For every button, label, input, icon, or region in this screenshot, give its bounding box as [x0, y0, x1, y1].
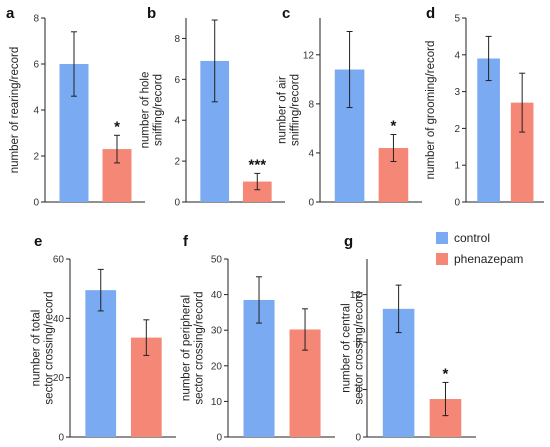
- legend-label-phenazepam: phenazepam: [454, 252, 523, 266]
- y-tick-label: 2: [174, 157, 180, 168]
- bar-control: [477, 58, 500, 203]
- y-tick-label: 6: [174, 75, 180, 86]
- panel-label-g: g: [344, 233, 353, 250]
- bar-control: [85, 290, 117, 437]
- y-tick-label: 4: [308, 148, 314, 159]
- y-tick-label: 3: [454, 87, 460, 98]
- panel-a: a 0 2 4 6 8 number of rearing/record *: [6, 5, 145, 209]
- y-tick-label: 10: [211, 397, 223, 408]
- panel-e: e 0 20 40 60 number of total sector crossing/r…: [31, 233, 176, 444]
- y-tick-label: 8: [33, 14, 39, 25]
- y-axis-label: number of hole: [140, 72, 152, 149]
- y-tick-label: 30: [211, 326, 223, 337]
- panel-b: b 0 2 4 6 8 number of hole sniffing/record ***: [140, 5, 285, 209]
- y-axis-label: number of grooming/record: [425, 41, 437, 180]
- y-axis-label: number of air: [277, 76, 289, 144]
- y-tick-label: 40: [211, 290, 223, 301]
- y-axis-label: number of central: [341, 303, 353, 393]
- legend-swatch-control: [436, 232, 448, 244]
- y-axis-label: number of rearing/record: [9, 47, 21, 174]
- panel-label-f: f: [183, 233, 189, 250]
- y-tick-label: 0: [216, 433, 222, 444]
- significance-marker: *: [391, 118, 397, 135]
- legend: control phenazepam: [436, 231, 523, 266]
- y-tick-label: 4: [33, 106, 39, 117]
- panel-label-b: b: [147, 5, 156, 22]
- y-tick-label: 20: [53, 373, 65, 384]
- significance-marker: ***: [249, 156, 267, 173]
- panel-f: f 0 10 20 30 40 50 number of peripheral sector c…: [181, 233, 335, 444]
- significance-marker: *: [443, 365, 449, 382]
- y-tick-label: 4: [454, 50, 460, 61]
- legend-swatch-phenazepam: [436, 253, 448, 265]
- legend-label-control: control: [454, 231, 490, 245]
- y-tick-label: 0: [174, 198, 180, 209]
- y-tick-label: 12: [350, 290, 362, 301]
- y-axis-label: sector crossing/record: [354, 291, 366, 404]
- y-tick-label: 8: [308, 99, 314, 110]
- y-axis-label: sector crossing/record: [44, 291, 56, 404]
- y-tick-label: 50: [211, 255, 223, 266]
- y-tick-label: 0: [355, 433, 361, 444]
- y-tick-label: 0: [308, 198, 314, 209]
- y-tick-label: 4: [174, 116, 180, 127]
- y-axis-label: sector crossing/record: [194, 291, 206, 404]
- panel-c: c 0 4 8 12 number of air sniffing/record *: [277, 5, 422, 209]
- y-tick-label: 60: [53, 255, 65, 266]
- y-tick-label: 20: [211, 361, 223, 372]
- y-tick-label: 0: [58, 433, 64, 444]
- y-tick-label: 8: [355, 338, 361, 349]
- bar-phenazepam: [510, 102, 534, 202]
- significance-marker: *: [114, 118, 120, 135]
- y-tick-label: 8: [174, 34, 180, 45]
- y-tick-label: 1: [454, 161, 460, 172]
- y-tick-label: 0: [454, 198, 460, 209]
- y-tick-label: 2: [454, 124, 460, 135]
- y-tick-label: 0: [33, 198, 39, 209]
- y-tick-label: 4: [355, 385, 361, 396]
- y-axis-label: number of peripheral: [181, 295, 193, 401]
- y-axis-label: number of total: [31, 310, 43, 387]
- panel-label-a: a: [6, 5, 15, 22]
- y-axis-label: sniffing/record: [290, 74, 302, 146]
- y-tick-label: 2: [33, 152, 39, 163]
- y-tick-label: 5: [454, 14, 460, 25]
- panel-g: g 0 4 8 12 number of central sector crossing/r…: [341, 233, 476, 444]
- y-tick-label: 6: [33, 60, 39, 71]
- bar-phenazepam: [242, 181, 272, 202]
- y-tick-label: 40: [53, 314, 65, 325]
- y-tick-label: 12: [303, 50, 315, 61]
- panel-label-d: d: [426, 5, 435, 22]
- panel-label-e: e: [34, 233, 42, 250]
- panel-label-c: c: [282, 5, 290, 22]
- panel-d: d 0 1 2 3 4 5 number of grooming/record: [425, 5, 544, 209]
- y-axis-label: sniffing/record: [153, 74, 165, 146]
